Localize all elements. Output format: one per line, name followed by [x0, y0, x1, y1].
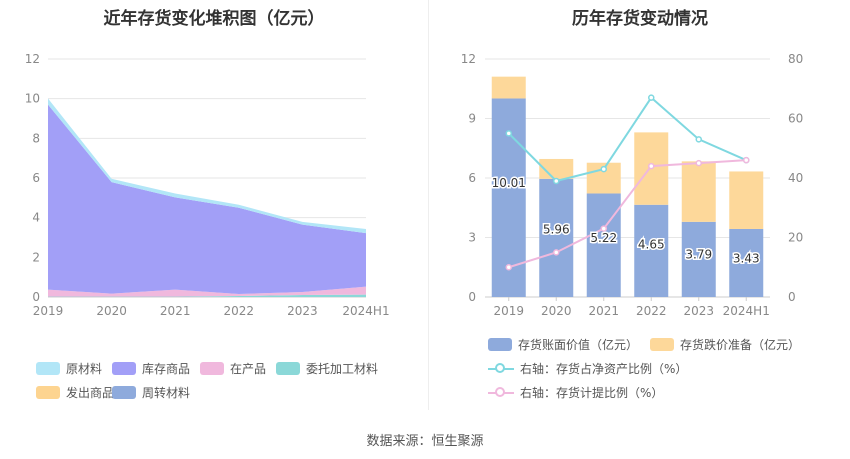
bar-inventory-value [681, 221, 716, 297]
y-tick-label: 0 [468, 290, 476, 304]
y2-tick-label: 40 [788, 171, 803, 185]
y-tick-label: 9 [468, 112, 476, 126]
legend-line-marker [488, 362, 514, 376]
y-tick-label: 2 [32, 250, 40, 264]
legend-label: 右轴：存货计提比例（%） [520, 386, 664, 400]
x-tick-label: 2020 [96, 304, 127, 318]
legend-label: 存货账面价值（亿元） [518, 338, 639, 352]
line-point [648, 162, 655, 170]
y-tick-label: 6 [32, 171, 40, 185]
y-tick-label: 0 [32, 290, 40, 304]
legend-label: 右轴：存货占净资产比例（%） [520, 362, 688, 376]
line-point [743, 156, 750, 164]
line-point [648, 94, 655, 101]
legend-label: 在产品 [230, 362, 267, 376]
y-tick-label: 12 [461, 52, 476, 66]
right-combo-chart: 0 3 6 9 12 0 20 40 60 80 2019 2020 2021 2022 2023 2024H… [461, 52, 804, 318]
x-tick-label: 2023 [683, 304, 714, 318]
legend-item[interactable]: 在产品 [200, 360, 266, 377]
y2-tick-label: 80 [788, 52, 803, 66]
line-point [505, 130, 512, 137]
legend-swatch [112, 386, 136, 399]
line-point [600, 225, 607, 232]
left-area-chart: 0 2 4 6 8 10 12 2019 2020 2021 2022 2023 2024H1 [25, 52, 390, 318]
legend-label: 存货跌价准备（亿元） [680, 338, 801, 352]
y-tick-label: 8 [32, 131, 40, 145]
line-point [695, 136, 702, 143]
legend-swatch [488, 338, 512, 351]
legend-swatch [276, 362, 300, 375]
left-chart-panel: 近年存货变化堆积图（亿元） 0 2 4 6 8 10 12 2019 2020 2021 2022 2… [25, 9, 390, 401]
right-chart-panel: 历年存货变动情况 0 3 6 9 12 0 20 40 60 80 2019 2020 2021 2022… [430, 0, 850, 459]
legend-swatch [200, 362, 224, 375]
line-point [553, 249, 560, 256]
y-tick-label: 12 [25, 52, 40, 66]
legend-label: 发出商品 [66, 386, 115, 400]
line-point [695, 159, 702, 167]
legend-label: 原材料 [66, 362, 103, 376]
bar-data-label: 4.65 [638, 238, 665, 252]
x-tick-label: 2019 [33, 304, 64, 318]
bar-impairment-reserve [681, 161, 716, 222]
legend-swatch [650, 338, 674, 351]
legend-item[interactable]: 库存商品 [112, 360, 190, 377]
y2-tick-label: 0 [788, 290, 796, 304]
area-series-1 [48, 286, 366, 297]
legend-item[interactable]: 周转材料 [112, 384, 190, 401]
x-tick-label: 2019 [493, 304, 524, 318]
panel-divider [428, 0, 429, 410]
legend-dot [495, 386, 505, 397]
legend-swatch [36, 386, 60, 399]
x-tick-label: 2023 [287, 304, 318, 318]
legend-item[interactable]: 委托加工材料 [276, 360, 378, 377]
line-point [505, 264, 512, 271]
legend-swatch [112, 362, 136, 375]
legend-item[interactable]: 右轴：存货计提比例（%） [488, 384, 663, 401]
x-tick-label: 2020 [541, 304, 572, 318]
legend-item[interactable]: 发出商品 [36, 384, 114, 401]
y2-tick-label: 60 [788, 112, 803, 126]
data-source-note: 数据来源：恒生聚源 [366, 434, 484, 449]
line-series-2 [508, 96, 747, 183]
bar-data-label: 5.22 [590, 231, 617, 245]
x-tick-label: 2022 [224, 304, 255, 318]
line-point [600, 165, 607, 173]
legend-label: 委托加工材料 [306, 362, 379, 376]
bar-inventory-value [634, 204, 669, 297]
y-tick-label: 3 [468, 231, 476, 245]
legend-label: 库存商品 [142, 362, 191, 376]
bar-inventory-value [586, 193, 621, 297]
line-series-3 [508, 159, 747, 269]
legend-swatch [36, 362, 60, 375]
bar-impairment-reserve [491, 76, 526, 99]
legend-label: 周转材料 [142, 386, 191, 400]
legend-item[interactable]: 存货跌价准备（亿元） [650, 336, 800, 353]
legend-item[interactable]: 右轴：存货占净资产比例（%） [488, 360, 687, 377]
bar-inventory-value [539, 178, 574, 297]
x-tick-label: 2024H1 [342, 304, 389, 318]
y-tick-label: 4 [32, 211, 40, 225]
legend-item[interactable]: 原材料 [36, 360, 102, 377]
legend-line-marker [488, 386, 514, 400]
y2-tick-label: 20 [788, 231, 803, 245]
area-series-0 [48, 294, 366, 297]
bar-data-label: 3.79 [685, 247, 712, 261]
y-tick-label: 6 [468, 171, 476, 185]
bar-data-label: 5.96 [543, 222, 570, 236]
area-series-2 [48, 104, 366, 295]
y-tick-label: 10 [25, 92, 40, 106]
right-chart-title: 历年存货变动情况 [572, 9, 708, 29]
legend-item[interactable]: 存货账面价值（亿元） [488, 336, 638, 353]
x-tick-label: 2022 [636, 304, 667, 318]
bar-data-label: 10.01 [492, 176, 526, 190]
legend-dot [495, 362, 505, 373]
bar-inventory-value [729, 228, 764, 297]
x-tick-label: 2024H1 [723, 304, 770, 318]
x-tick-label: 2021 [160, 304, 191, 318]
bar-impairment-reserve [729, 171, 764, 229]
bar-data-label: 3.43 [733, 252, 760, 266]
x-tick-label: 2021 [588, 304, 619, 318]
left-chart-title: 近年存货变化堆积图（亿元） [103, 9, 325, 29]
line-point [553, 177, 560, 185]
